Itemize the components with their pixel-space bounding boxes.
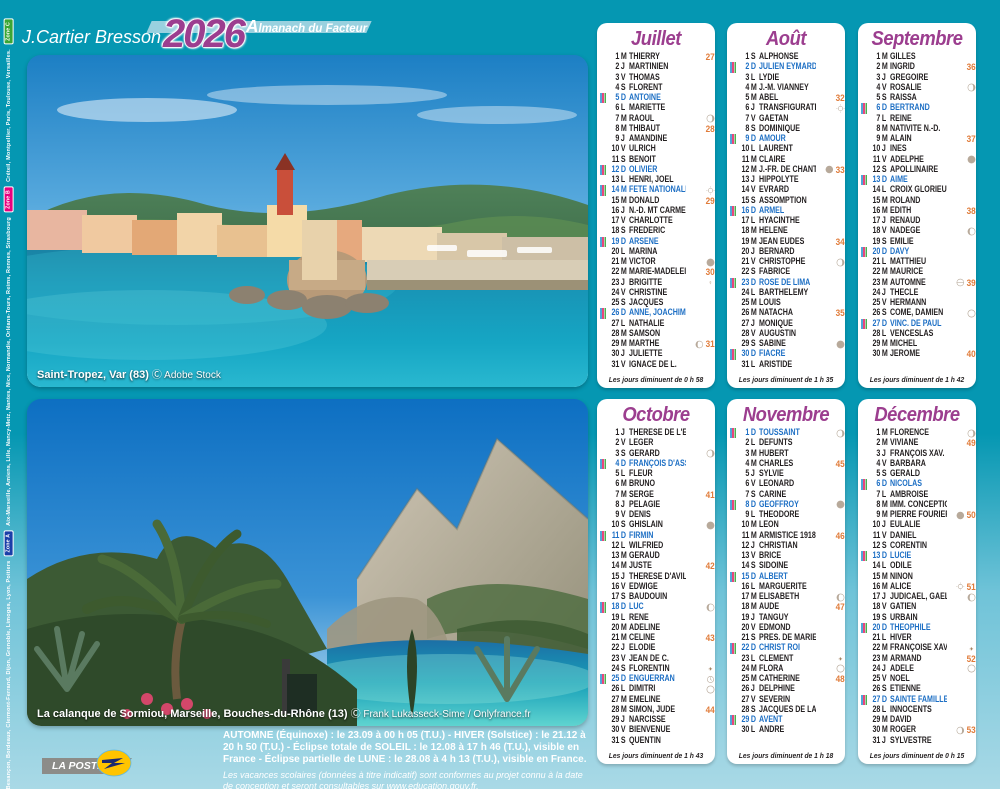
svg-text:✈: ✈: [839, 656, 843, 661]
svg-text:✈: ✈: [970, 646, 974, 651]
svg-text:✈: ✈: [709, 667, 713, 672]
svg-text:☿: ☿: [709, 280, 713, 286]
